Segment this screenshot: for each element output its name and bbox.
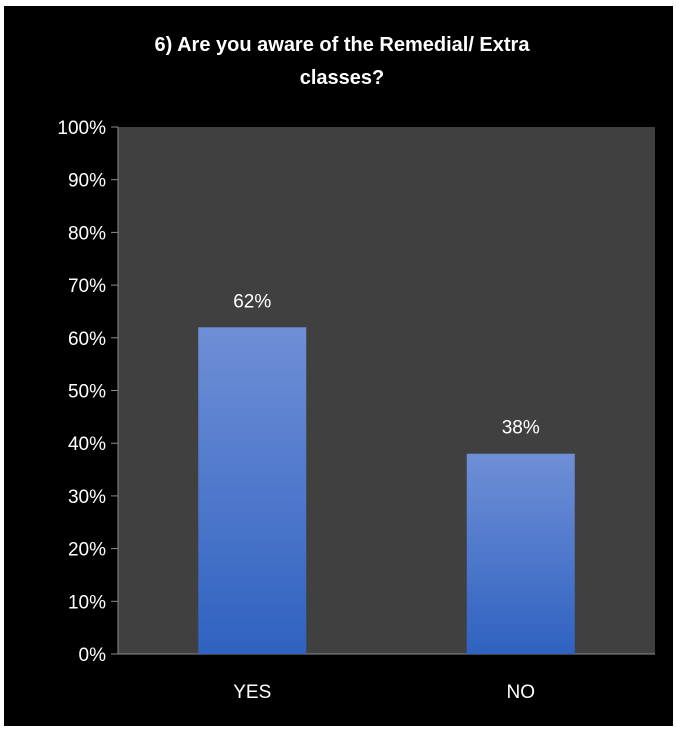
- y-tick-label: 80%: [68, 223, 106, 244]
- y-tick-label: 10%: [68, 592, 106, 613]
- y-tick-label: 90%: [68, 171, 106, 192]
- data-label-yes: 62%: [233, 291, 271, 312]
- y-tick-label: 60%: [68, 329, 106, 350]
- bar-no: [466, 453, 575, 654]
- y-tick-label: 50%: [68, 382, 106, 403]
- y-tick-label: 30%: [68, 487, 106, 508]
- x-category-label-yes: YES: [233, 682, 271, 703]
- x-category-label-no: NO: [507, 682, 536, 703]
- y-tick-label: 20%: [68, 540, 106, 561]
- bar-chart: 6) Are you aware of the Remedial/ Extra …: [57, 34, 655, 703]
- y-tick-label: 0%: [79, 645, 107, 666]
- y-tick-label: 40%: [68, 434, 106, 455]
- y-tick-label: 70%: [68, 276, 106, 297]
- data-label-no: 38%: [502, 418, 540, 439]
- chart-title-line-1: 6) Are you aware of the Remedial/ Extra: [155, 34, 531, 56]
- chart-frame: 6) Are you aware of the Remedial/ Extra …: [4, 6, 673, 726]
- y-tick-label: 100%: [57, 118, 106, 139]
- chart-title-line-2: classes?: [300, 67, 385, 89]
- bar-yes: [198, 327, 307, 654]
